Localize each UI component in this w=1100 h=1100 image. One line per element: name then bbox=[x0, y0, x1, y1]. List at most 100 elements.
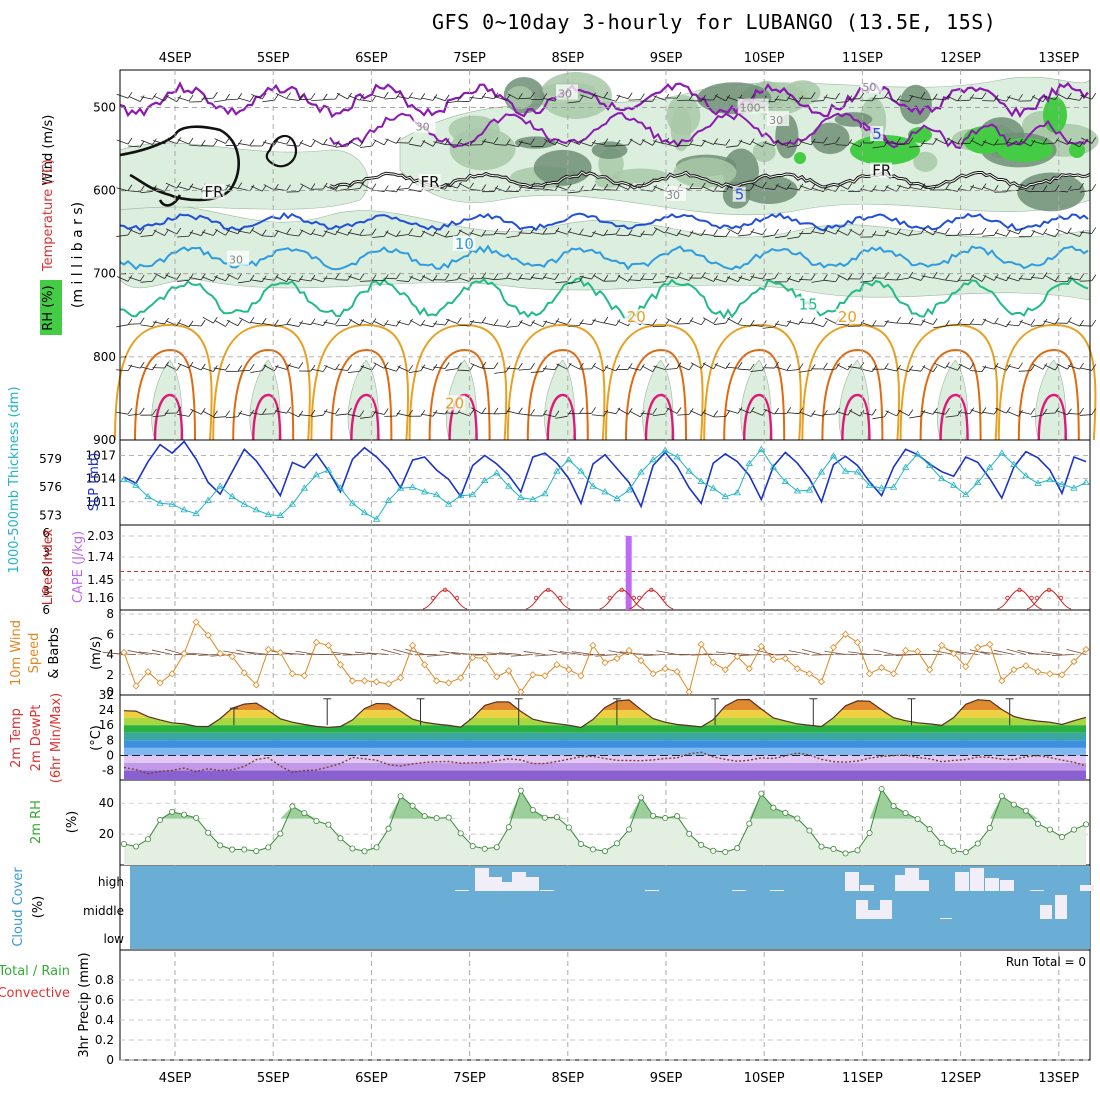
wind-barb bbox=[555, 185, 568, 191]
wind-barb bbox=[408, 96, 421, 100]
wind-barb bbox=[909, 186, 922, 190]
rh-point bbox=[577, 840, 584, 847]
wind-barb bbox=[128, 365, 141, 369]
wind10-barb bbox=[366, 652, 389, 655]
wind-barb bbox=[1056, 363, 1068, 370]
wind-barb bbox=[702, 186, 714, 192]
wind-barb-flag bbox=[371, 95, 377, 102]
contour-label-bg bbox=[860, 77, 883, 93]
wind-barb-flag bbox=[383, 91, 389, 99]
wind-barb-flag bbox=[1067, 275, 1072, 282]
wind-barb-flag bbox=[469, 229, 474, 236]
thickness-point bbox=[589, 482, 597, 489]
wind-barb bbox=[373, 320, 385, 327]
contour-label: 20 bbox=[627, 308, 646, 326]
wind-barb bbox=[141, 139, 153, 146]
wind-barb-flag bbox=[274, 364, 279, 372]
wind-barb-flag bbox=[383, 230, 389, 237]
wind10-point bbox=[829, 643, 838, 651]
rh-blob bbox=[673, 157, 737, 188]
thickness-point bbox=[204, 496, 212, 503]
wind-barb-flag bbox=[884, 184, 889, 192]
thickness-line bbox=[123, 448, 1087, 520]
wind-barb-flag bbox=[774, 183, 779, 190]
wind-barb-flag bbox=[1018, 184, 1023, 191]
wind-barb-flag bbox=[176, 227, 182, 235]
wind-barb bbox=[262, 413, 275, 415]
wind-barb-flag bbox=[152, 229, 157, 236]
wind-barb bbox=[494, 187, 507, 193]
wind-barb-flag bbox=[579, 407, 584, 415]
wind-barb-flag bbox=[286, 275, 291, 282]
wind-barb-flag bbox=[676, 317, 682, 325]
wind-barb bbox=[286, 323, 299, 327]
rh-tick-label: 20 bbox=[99, 827, 114, 841]
wind-barb bbox=[494, 95, 507, 101]
wind-barb-flag bbox=[383, 319, 389, 327]
wind-barb bbox=[665, 368, 678, 370]
wind-barb-flag bbox=[1018, 227, 1023, 235]
wind-barb-flag bbox=[664, 363, 670, 370]
wind-barb-flag bbox=[554, 138, 560, 146]
wind-barb-flag bbox=[420, 274, 426, 282]
temp-contour-30-arch bbox=[644, 393, 675, 441]
wind-barb-flag bbox=[884, 229, 889, 237]
pressure-tick-label: 600 bbox=[93, 184, 116, 198]
thickness-point bbox=[805, 486, 814, 493]
wind-barb bbox=[335, 145, 348, 148]
wind-barb bbox=[665, 275, 678, 279]
wind-barb-flag bbox=[993, 94, 999, 102]
wind-barb-flag bbox=[920, 92, 926, 99]
wind-barb bbox=[617, 275, 629, 282]
wind-barb bbox=[799, 185, 812, 191]
rh-point bbox=[842, 850, 849, 857]
wind-barb-flag bbox=[359, 365, 365, 372]
wind-barb-flag bbox=[139, 95, 145, 102]
wind-barb bbox=[653, 227, 665, 234]
cloud-fill bbox=[130, 866, 1090, 949]
wind-barb bbox=[433, 141, 446, 145]
pressure-tick-label: 500 bbox=[93, 100, 116, 114]
wind-barb bbox=[567, 101, 580, 104]
wind10-point bbox=[649, 670, 657, 678]
wind-barb-flag bbox=[810, 227, 816, 234]
wind-barb bbox=[445, 184, 458, 189]
temp-contour-20-arch bbox=[506, 323, 606, 441]
thickness-point bbox=[817, 468, 826, 475]
wind-barb bbox=[263, 364, 275, 372]
wind-barb-flag bbox=[640, 410, 645, 418]
rh-point bbox=[734, 845, 741, 852]
wind-barb bbox=[579, 322, 592, 326]
date-label-bottom: 6SEP bbox=[355, 1071, 388, 1086]
wind-barb bbox=[971, 140, 983, 147]
rh-point bbox=[205, 829, 212, 836]
thickness-point bbox=[829, 452, 838, 459]
wind10-barb bbox=[753, 649, 774, 655]
wind-barb bbox=[616, 234, 629, 236]
pressure-tick-label: 800 bbox=[93, 350, 116, 364]
temp-band bbox=[124, 725, 1086, 733]
li-point bbox=[1046, 587, 1052, 593]
rh-point bbox=[650, 812, 657, 819]
wind-barb-flag bbox=[530, 182, 535, 189]
wind10-barb bbox=[523, 651, 545, 655]
wind-barb bbox=[262, 323, 275, 327]
wind-barb bbox=[323, 321, 336, 325]
wind10-point bbox=[841, 630, 850, 638]
wind-barb-flag bbox=[469, 95, 474, 102]
wind-barb bbox=[762, 234, 775, 238]
wind-barb bbox=[397, 366, 409, 372]
wind-barb-flag bbox=[322, 275, 328, 283]
thickness-point bbox=[877, 484, 886, 491]
wind-barb bbox=[129, 96, 141, 102]
wind-barb bbox=[116, 411, 129, 415]
wind10-point bbox=[1034, 668, 1042, 676]
wind-barb bbox=[324, 365, 336, 371]
wind-barb bbox=[1007, 411, 1019, 417]
thickness-point bbox=[144, 492, 152, 500]
wind-barb bbox=[738, 368, 751, 371]
slp-panel bbox=[119, 439, 1091, 526]
rh-point bbox=[433, 815, 440, 822]
wind-barb-flag bbox=[139, 274, 145, 282]
thickness-point bbox=[348, 499, 357, 506]
